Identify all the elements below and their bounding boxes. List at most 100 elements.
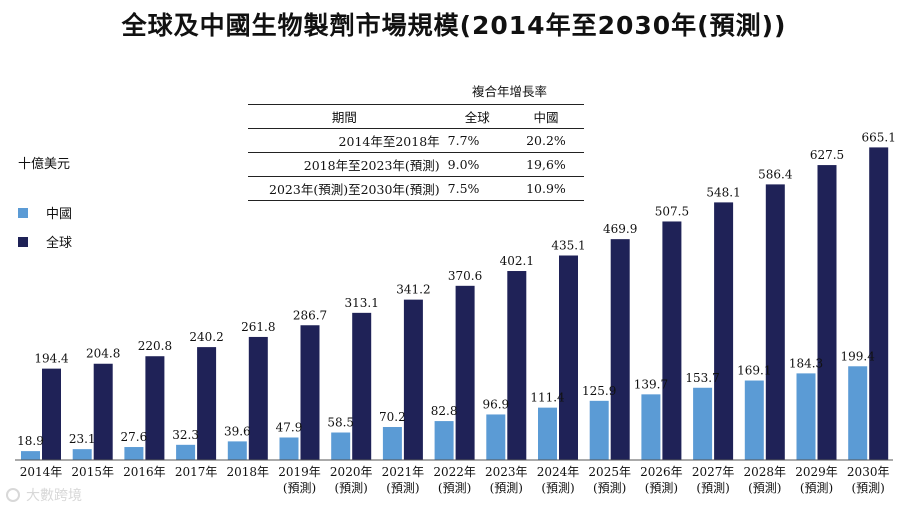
legend-label-global: 全球 (46, 236, 73, 251)
x-tick-note-5: (預測) (283, 481, 316, 495)
cagr-period: 2014年至2018年 (248, 128, 446, 153)
bar-china-16 (848, 366, 868, 460)
x-tick-note-6: (預測) (335, 481, 368, 495)
cagr-global: 9.0% (445, 152, 508, 177)
bar-china-13 (693, 387, 713, 460)
data-label-china-11: 125.9 (582, 384, 616, 398)
data-label-global-15: 627.5 (810, 148, 844, 162)
x-tick-label-0: 2014年 (20, 465, 63, 479)
bar-china-4 (227, 441, 247, 460)
bar-china-6 (331, 432, 351, 460)
x-tick-note-7: (預測) (386, 481, 419, 495)
data-label-global-0: 194.4 (34, 352, 69, 366)
x-tick-label-12: 2026年 (640, 465, 683, 479)
watermark-text: 大數跨境 (26, 488, 82, 504)
legend-item-global: 全球 (18, 232, 72, 251)
bar-global-2 (145, 356, 165, 460)
legend-label-china: 中國 (46, 207, 73, 222)
data-label-china-10: 111.4 (530, 391, 565, 405)
data-label-global-12: 507.5 (655, 204, 689, 218)
bar-global-13 (714, 202, 734, 460)
chart-title: 全球及中國生物製劑市場規模(2014年至2030年(預測)) (121, 11, 787, 40)
bar-global-0 (42, 368, 61, 460)
cagr-header-period: 期間 (248, 104, 446, 129)
x-tick-label-5: 2019年 (278, 465, 321, 479)
x-tick-note-10: (預測) (541, 481, 574, 495)
bar-global-11 (610, 239, 630, 460)
data-label-china-4: 39.6 (224, 424, 251, 438)
cagr-china: 20.2% (507, 128, 584, 153)
bar-china-7 (382, 427, 402, 460)
bar-global-5 (300, 325, 320, 460)
data-label-china-1: 23.1 (69, 432, 96, 446)
x-tick-note-14: (預測) (748, 481, 781, 495)
bar-china-8 (434, 421, 454, 460)
data-label-global-1: 204.8 (86, 347, 120, 361)
data-label-global-10: 435.1 (551, 239, 585, 253)
data-label-global-5: 286.7 (293, 308, 327, 322)
x-tick-note-11: (預測) (593, 481, 626, 495)
data-label-global-11: 469.9 (603, 222, 637, 236)
bar-global-3 (197, 347, 217, 460)
cagr-china: 19,6% (507, 152, 584, 177)
data-label-china-16: 199.4 (841, 349, 876, 363)
table-row: 2018年至2023年(預測) 9.0% 19,6% (248, 152, 584, 177)
data-label-global-7: 341.2 (396, 283, 430, 297)
cagr-header-global: 全球 (445, 104, 508, 129)
x-tick-note-15: (預測) (800, 481, 833, 495)
x-tick-label-4: 2018年 (227, 465, 270, 479)
cagr-china: 10.9% (507, 176, 584, 201)
bar-china-3 (176, 444, 196, 460)
bar-china-9 (486, 414, 506, 460)
data-label-global-2: 220.8 (138, 339, 172, 353)
x-tick-label-8: 2022年 (433, 465, 476, 479)
bar-global-10 (559, 255, 578, 460)
data-label-china-15: 184.3 (789, 356, 823, 370)
bar-china-2 (124, 447, 144, 460)
data-label-china-9: 96.9 (482, 397, 509, 411)
data-label-global-9: 402.1 (500, 254, 534, 268)
data-label-china-0: 18.9 (17, 434, 44, 448)
data-label-china-2: 27.6 (121, 430, 148, 444)
cagr-table-title: 複合年增長率 (471, 84, 547, 99)
bar-global-8 (455, 285, 475, 460)
data-label-global-16: 665.1 (862, 130, 896, 144)
data-label-global-14: 586.4 (758, 167, 793, 181)
data-label-china-6: 58.5 (327, 416, 354, 430)
bar-global-1 (93, 363, 113, 460)
legend-swatch-china (18, 207, 28, 218)
cagr-header-china: 中國 (507, 104, 584, 129)
x-tick-label-11: 2025年 (588, 465, 631, 479)
bar-china-15 (796, 373, 816, 460)
bar-china-10 (538, 407, 557, 460)
data-label-china-13: 153.7 (685, 371, 719, 385)
bar-china-11 (589, 400, 609, 460)
cagr-period: 2023年(預測)至2030年(預測) (248, 176, 446, 201)
data-label-china-3: 32.3 (172, 428, 199, 442)
cagr-global: 7.7% (445, 128, 508, 153)
bar-global-6 (352, 312, 372, 460)
data-label-china-14: 169.1 (737, 364, 771, 378)
bar-global-12 (662, 221, 682, 460)
bar-global-15 (817, 165, 837, 460)
table-row: 2014年至2018年 7.7% 20.2% (248, 128, 584, 153)
x-tick-label-16: 2030年 (847, 465, 890, 479)
watermark-logo-icon (6, 488, 20, 502)
x-tick-note-12: (預測) (645, 481, 678, 495)
x-tick-label-13: 2027年 (692, 465, 735, 479)
x-tick-label-14: 2028年 (744, 465, 787, 479)
cagr-period: 2018年至2023年(預測) (248, 152, 446, 177)
table-row: 2023年(預測)至2030年(預測) 7.5% 10.9% (248, 176, 584, 201)
data-label-global-3: 240.2 (189, 330, 223, 344)
cagr-table: 複合年增長率 期間 全球 中國 2014年至2018年 7.7% 20.2% 2… (248, 80, 584, 201)
cagr-header-row: 期間 全球 中國 (248, 104, 584, 129)
bar-global-9 (507, 271, 527, 460)
y-axis-unit-label: 十億美元 (18, 157, 71, 172)
x-tick-label-10: 2024年 (537, 465, 580, 479)
bar-china-1 (72, 449, 92, 460)
x-tick-note-16: (預測) (852, 481, 885, 495)
x-tick-note-13: (預測) (696, 481, 729, 495)
bar-global-4 (248, 336, 268, 460)
data-label-china-7: 70.2 (379, 410, 406, 424)
